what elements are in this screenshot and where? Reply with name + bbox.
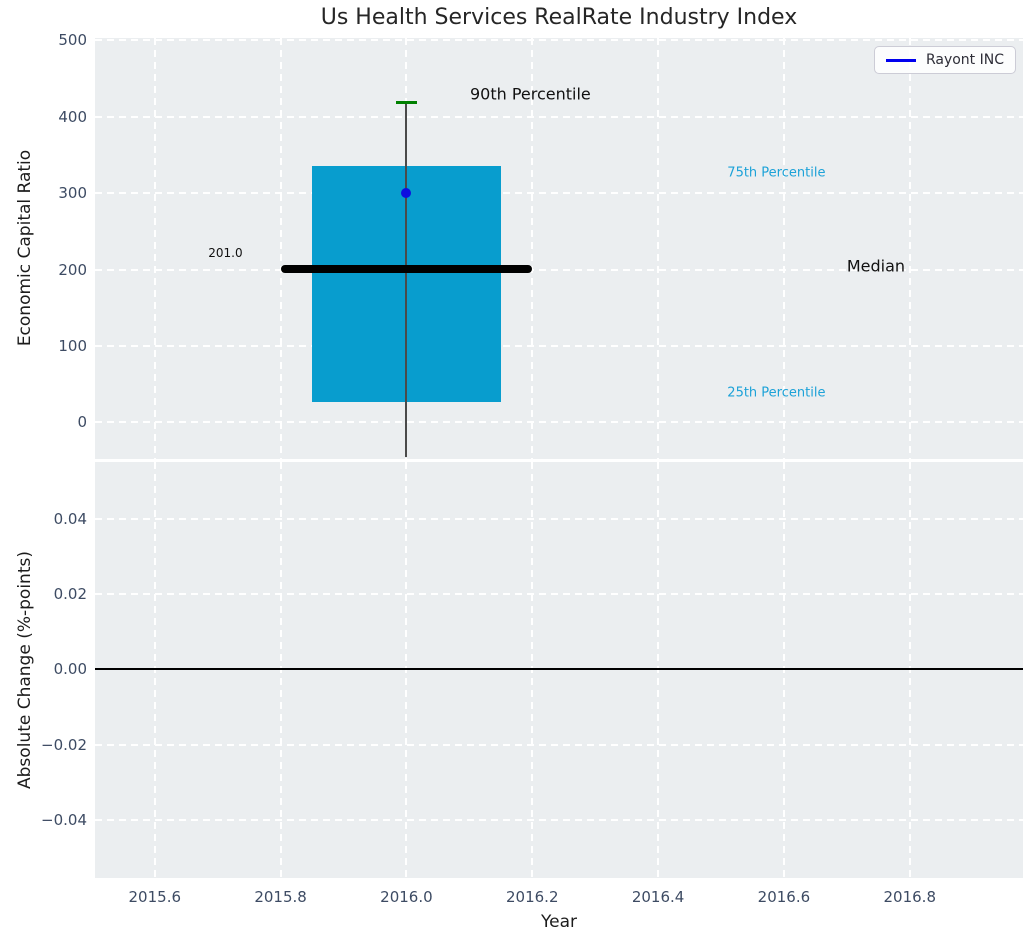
y-tick-label: 200 [58,260,87,279]
x-tick-label: 2016.2 [506,888,559,906]
y-gridline [95,593,1023,596]
x-tick-label: 2015.6 [128,888,182,906]
x-tick-label: 2016.0 [380,888,433,906]
y-tick-label: 300 [58,184,87,203]
x-tick-label: 2016.8 [883,888,937,906]
legend: Rayont INC [873,46,1016,74]
x-gridline [279,38,282,459]
legend-label: Rayont INC [925,52,1004,68]
mean-dot [401,188,412,199]
p75-label: 75th Percentile [727,165,826,181]
y-tick-label: −0.02 [41,735,87,754]
chart-title: Us Health Services RealRate Industry Ind… [320,5,798,30]
y-gridline [95,743,1023,746]
y-tick-label: 0.00 [53,660,87,679]
x-gridline [657,38,660,459]
median-line [280,264,533,273]
y-gridline [95,115,1023,118]
median-label: Median [846,256,906,276]
legend-line-swatch [885,58,916,62]
y-tick-label: 100 [58,336,87,355]
y-gridline [95,344,1023,347]
x-tick-label: 2016.4 [631,888,685,906]
y-gridline [95,192,1023,195]
x-gridline [908,38,911,459]
y-gridline [95,268,1023,271]
whisker-line [405,102,408,458]
y-tick-label: 0.04 [53,510,87,529]
y-tick-label: −0.04 [41,810,87,829]
x-gridline [531,38,534,459]
y-gridline [95,818,1023,821]
median-value-label: 201.0 [208,246,243,261]
x-axis-label: Year [541,912,577,932]
y-gridline [95,39,1023,42]
y-tick-label: 400 [58,107,87,126]
x-gridline [153,38,156,459]
top-plot-area [95,38,1023,459]
x-tick-label: 2016.6 [757,888,811,906]
p25-label: 25th Percentile [727,385,826,401]
zero-line [95,668,1023,671]
top-y-axis-label: Economic Capital Ratio [15,149,35,347]
y-gridline [95,421,1023,424]
x-tick-label: 2015.8 [254,888,307,906]
p90-label: 90th Percentile [469,84,591,104]
y-tick-label: 0 [77,413,87,432]
y-tick-label: 0.02 [53,585,87,604]
y-tick-label: 500 [58,31,87,50]
x-gridline [782,38,785,459]
y-gridline [95,518,1023,521]
p90-cap [395,101,418,105]
bottom-plot-area [95,462,1023,878]
